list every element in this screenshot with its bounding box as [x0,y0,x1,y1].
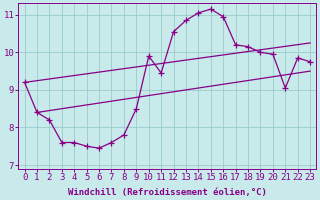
X-axis label: Windchill (Refroidissement éolien,°C): Windchill (Refroidissement éolien,°C) [68,188,267,197]
